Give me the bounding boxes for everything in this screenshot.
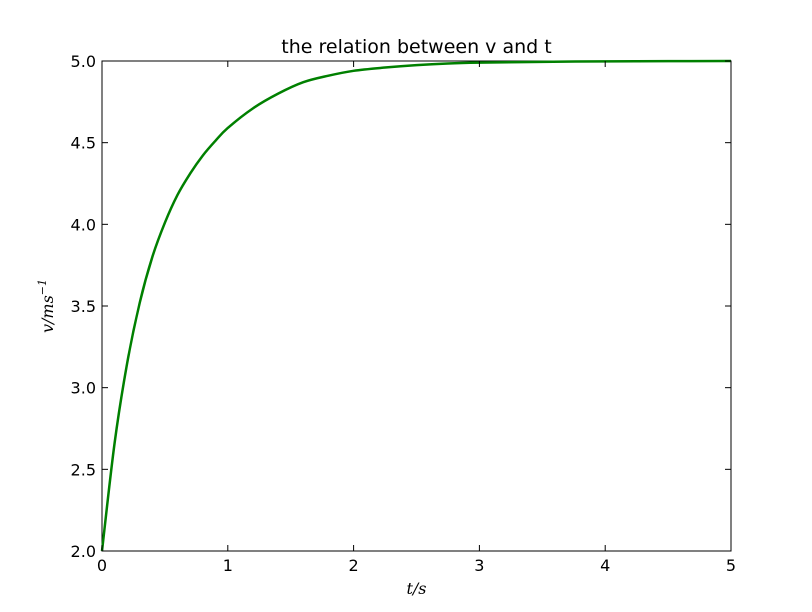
x-axis: 0 1 2 3 4 5 <box>97 61 736 575</box>
x-tick-label: 4 <box>600 556 610 575</box>
y-tick-label: 4.0 <box>71 215 96 234</box>
plot-frame <box>101 60 732 552</box>
y-axis-label-exponent: −1 <box>36 279 49 295</box>
chart-title: the relation between v and t <box>281 36 551 58</box>
x-axis-label: t/s <box>406 579 426 598</box>
y-tick-label: 3.0 <box>71 379 96 398</box>
x-tick-label: 0 <box>97 556 107 575</box>
y-axis-label: v/ms−1 <box>36 279 57 333</box>
y-tick-label: 4.5 <box>71 134 96 153</box>
y-axis-label-base: v/ms <box>38 295 57 333</box>
x-tick-label: 2 <box>349 556 359 575</box>
y-tick-label: 2.0 <box>71 542 96 561</box>
y-tick-label: 5.0 <box>71 52 96 71</box>
y-axis: 2.0 2.5 3.0 3.5 4.0 4.5 5.0 <box>71 52 731 561</box>
y-tick-label: 2.5 <box>71 460 96 479</box>
x-tick-label: 3 <box>474 556 484 575</box>
x-tick-label: 5 <box>726 556 736 575</box>
x-tick-label: 1 <box>223 556 233 575</box>
plot-area <box>100 59 732 552</box>
y-tick-label: 3.5 <box>71 297 96 316</box>
